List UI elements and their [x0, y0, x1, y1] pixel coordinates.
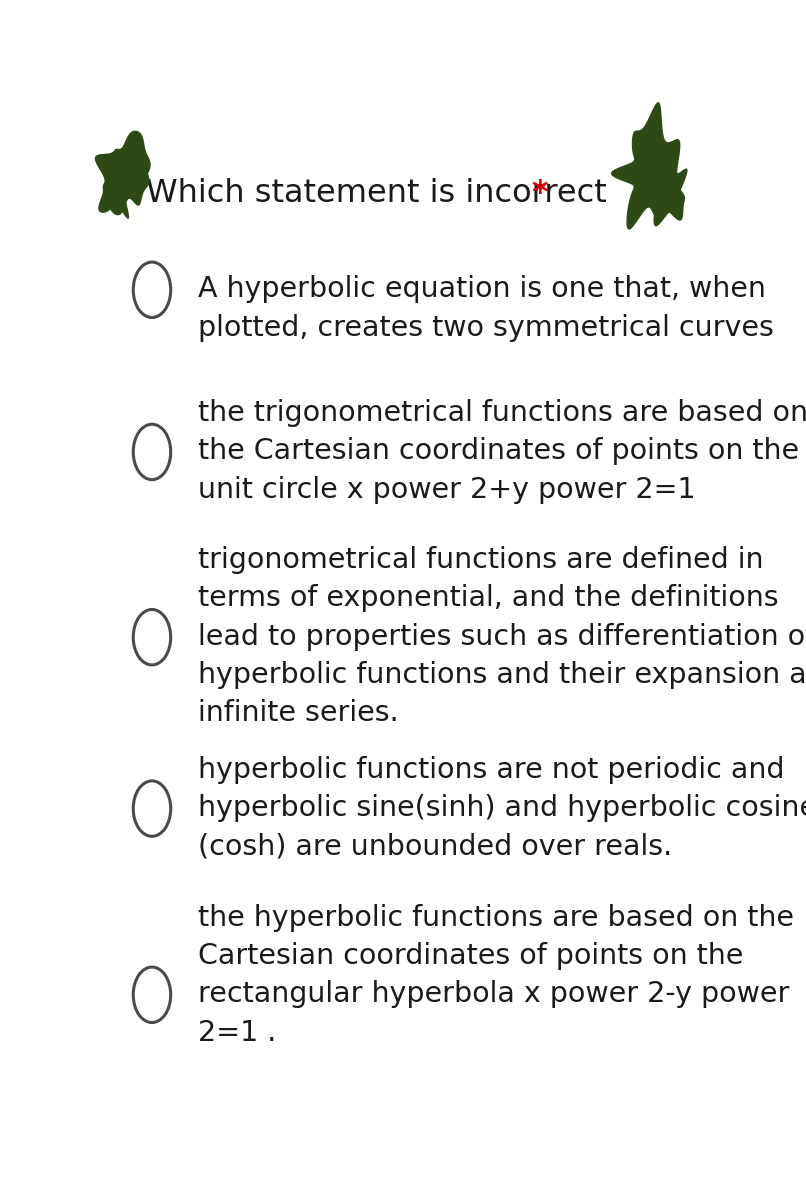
Text: (cosh) are unbounded over reals.: (cosh) are unbounded over reals.: [197, 833, 672, 860]
Text: 2=1 .: 2=1 .: [197, 1019, 276, 1046]
Text: terms of exponential, and the definitions: terms of exponential, and the definition…: [197, 584, 779, 612]
Text: trigonometrical functions are defined in: trigonometrical functions are defined in: [197, 546, 763, 574]
Text: hyperbolic functions are not periodic and: hyperbolic functions are not periodic an…: [197, 756, 784, 784]
Text: hyperbolic sine(sinh) and hyperbolic cosine: hyperbolic sine(sinh) and hyperbolic cos…: [197, 794, 806, 822]
Polygon shape: [95, 131, 150, 215]
Text: rectangular hyperbola x power 2-y power: rectangular hyperbola x power 2-y power: [197, 980, 789, 1008]
Text: A hyperbolic equation is one that, when: A hyperbolic equation is one that, when: [197, 275, 766, 304]
Text: unit circle x power 2+y power 2=1: unit circle x power 2+y power 2=1: [197, 475, 696, 504]
Text: the trigonometrical functions are based on: the trigonometrical functions are based …: [197, 400, 806, 427]
Text: the Cartesian coordinates of points on the: the Cartesian coordinates of points on t…: [197, 437, 799, 466]
Text: the hyperbolic functions are based on the: the hyperbolic functions are based on th…: [197, 904, 794, 931]
Text: lead to properties such as differentiation of: lead to properties such as differentiati…: [197, 623, 806, 650]
Polygon shape: [654, 163, 687, 226]
Text: infinite series.: infinite series.: [197, 700, 398, 727]
Text: Which statement is incorrect: Which statement is incorrect: [146, 178, 617, 209]
Text: Cartesian coordinates of points on the: Cartesian coordinates of points on the: [197, 942, 743, 970]
Text: plotted, creates two symmetrical curves: plotted, creates two symmetrical curves: [197, 313, 774, 342]
Polygon shape: [99, 158, 139, 218]
Polygon shape: [612, 103, 680, 229]
Text: hyperbolic functions and their expansion as: hyperbolic functions and their expansion…: [197, 661, 806, 689]
Text: *: *: [532, 178, 548, 209]
